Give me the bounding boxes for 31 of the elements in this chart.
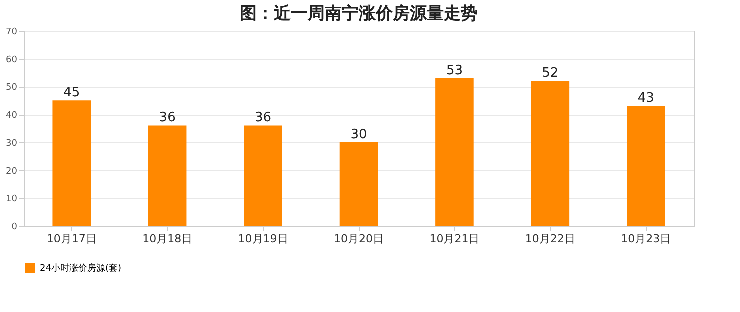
bar	[148, 126, 187, 226]
bar	[340, 142, 378, 226]
x-tick-label: 10月20日	[334, 232, 384, 246]
y-tick-label: 0	[12, 222, 18, 232]
chart-title: 图：近一周南宁涨价房源量走势	[240, 4, 478, 24]
data-label: 53	[446, 63, 463, 78]
data-label: 30	[350, 127, 368, 142]
y-tick-label: 50	[6, 83, 18, 94]
y-tick-label: 70	[6, 28, 18, 38]
bar	[531, 81, 570, 226]
y-tick-label: 20	[6, 166, 18, 177]
x-tick-label: 10月18日	[142, 232, 193, 246]
y-tick-label: 40	[6, 111, 18, 122]
bar	[52, 100, 91, 226]
data-label: 36	[159, 110, 176, 126]
bar	[244, 126, 282, 226]
y-tick-label: 60	[6, 55, 18, 66]
legend-label: 24小时涨价房源(套)	[40, 263, 122, 274]
data-label: 43	[638, 91, 654, 106]
x-tick-label: 10月21日	[430, 232, 480, 246]
x-tick-label: 10月23日	[621, 232, 672, 246]
y-tick-label: 30	[6, 138, 18, 149]
x-tick-label: 10月22日	[525, 232, 576, 246]
x-tick-label: 10月19日	[238, 232, 288, 246]
y-tick-label: 10	[6, 194, 18, 205]
data-label: 52	[542, 66, 559, 82]
data-label: 45	[64, 86, 80, 101]
x-tick-label: 10月17日	[46, 232, 97, 246]
bar	[627, 106, 666, 226]
data-label: 36	[255, 110, 272, 126]
bar	[436, 78, 474, 226]
